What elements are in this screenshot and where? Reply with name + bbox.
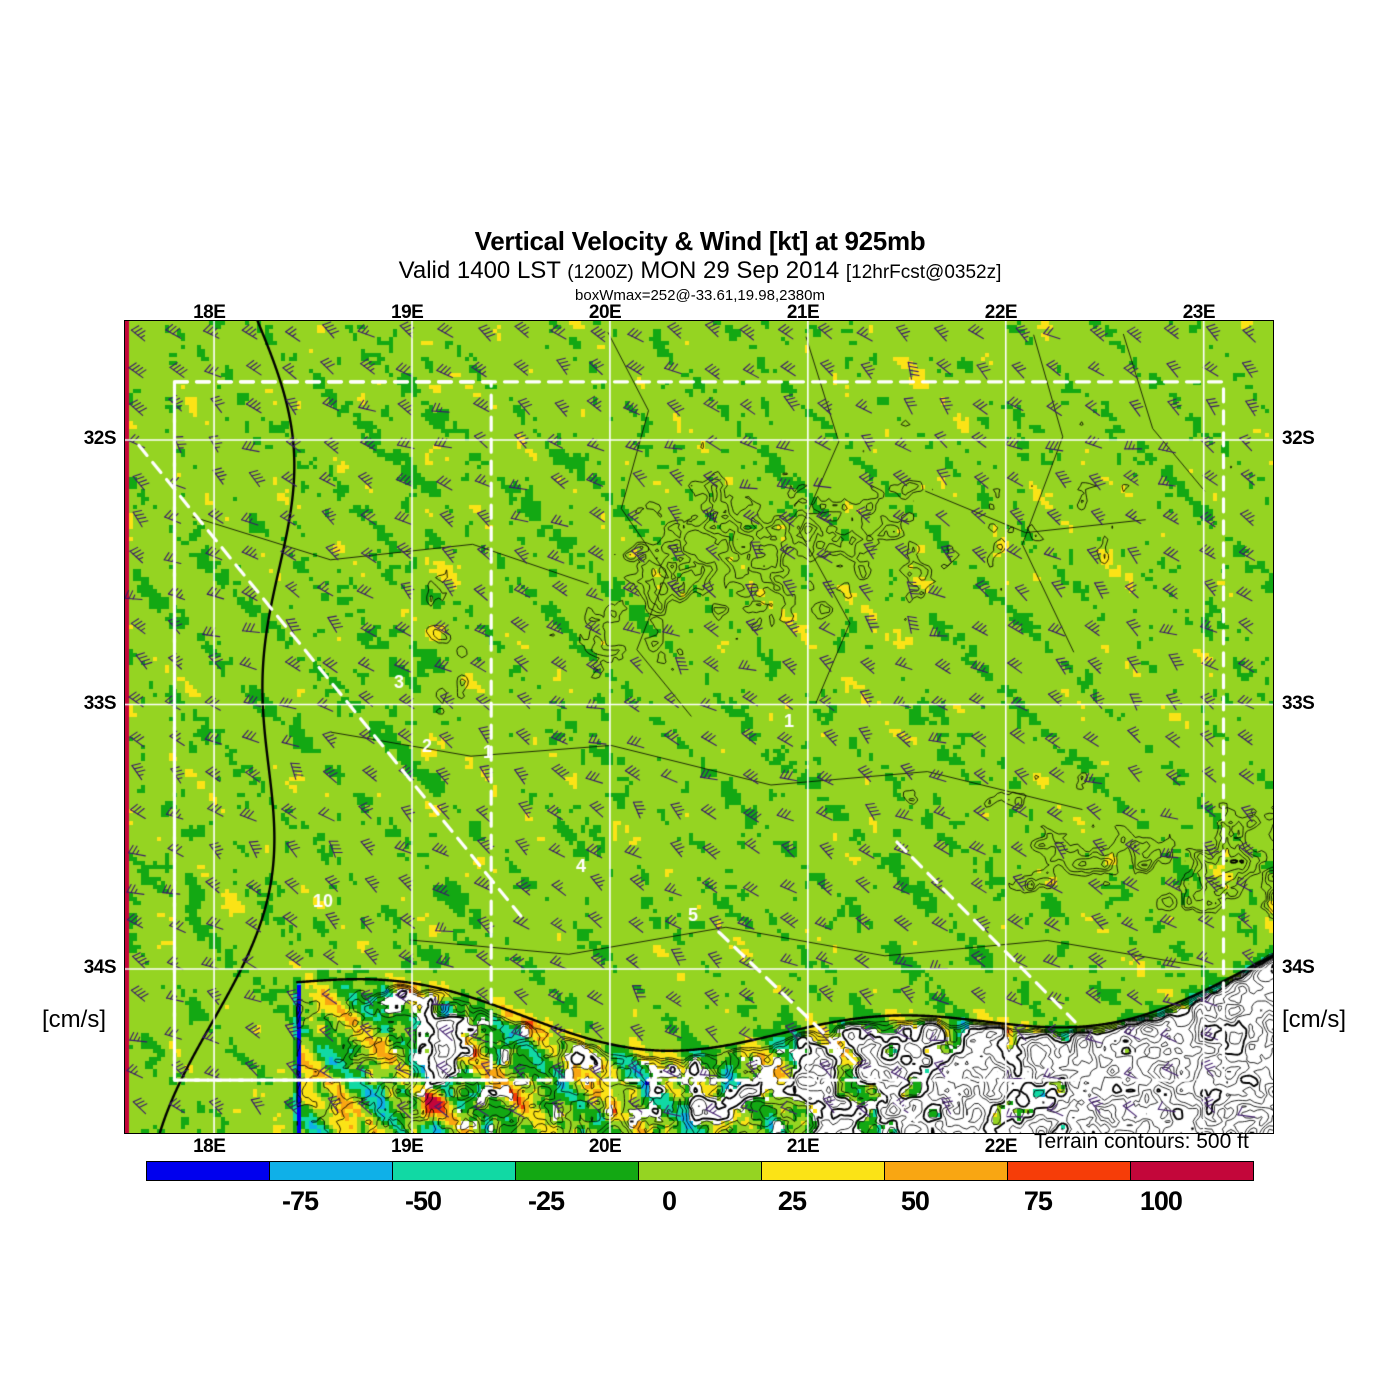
- lon-label-top-19E: 19E: [391, 302, 424, 323]
- lon-label-top-18E: 18E: [193, 302, 226, 323]
- lat-label-left-32S: 32S: [83, 428, 117, 450]
- boxwmax-annotation: boxWmax=252@-33.61,19.98,2380m: [575, 287, 825, 304]
- colorbar-swatch-5: [762, 1162, 885, 1180]
- colorbar-tick--75: -75: [281, 1186, 319, 1216]
- lon-label-bottom-21E: 21E: [786, 1136, 820, 1157]
- colorbar[interactable]: [146, 1161, 1254, 1181]
- unit-label-left: [cm/s]: [42, 1006, 106, 1033]
- colorbar-tick-50: 50: [900, 1186, 930, 1216]
- lon-label-bottom-18E: 18E: [193, 1136, 226, 1157]
- colorbar-tick-25: 25: [777, 1186, 807, 1216]
- colorbar-tick-0: 0: [661, 1186, 677, 1216]
- lat-label-right-33S: 33S: [1282, 692, 1315, 714]
- lon-label-top-23E: 23E: [1182, 302, 1216, 323]
- vertical-velocity-field: [125, 321, 1273, 1133]
- valid-z: (1200Z): [567, 262, 634, 283]
- colorbar-swatch-7: [1008, 1162, 1131, 1180]
- colorbar-swatch-0: [147, 1162, 270, 1180]
- lat-label-left-33S: 33S: [83, 692, 117, 714]
- lon-label-top-21E: 21E: [786, 302, 820, 323]
- colorbar-swatch-8: [1131, 1162, 1253, 1180]
- lon-label-top-20E: 20E: [588, 302, 622, 323]
- forecast-tag: [12hrFcst@0352z]: [845, 262, 1002, 283]
- colorbar-tick--25: -25: [527, 1186, 565, 1216]
- map-plot-area[interactable]: [124, 320, 1274, 1134]
- colorbar-tick-labels: -75 -50 -25 0 25 50 75 100: [146, 1186, 1254, 1220]
- colorbar-tick-75: 75: [1023, 1186, 1053, 1216]
- colorbar-swatch-2: [393, 1162, 516, 1180]
- valid-suffix: MON 29 Sep 2014: [633, 257, 846, 284]
- unit-label-right: [cm/s]: [1282, 1006, 1346, 1033]
- colorbar-swatch-1: [270, 1162, 393, 1180]
- colorbar-swatch-3: [516, 1162, 639, 1180]
- valid-prefix: Valid 1400 LST: [398, 257, 568, 284]
- lat-label-left-34S: 34S: [83, 957, 117, 978]
- lon-label-top-22E: 22E: [984, 302, 1018, 323]
- lat-label-right-32S: 32S: [1282, 428, 1315, 450]
- page-title: Vertical Velocity & Wind [kt] at 925mb: [474, 226, 926, 256]
- colorbar-swatch-4: [639, 1162, 762, 1180]
- colorbar-tick--50: -50: [404, 1186, 442, 1216]
- valid-time-line: Valid 1400 LST (1200Z) MON 29 Sep 2014 […: [0, 257, 1400, 286]
- terrain-contour-note: Terrain contours: 500 ft: [1034, 1130, 1249, 1153]
- lon-label-bottom-20E: 20E: [588, 1136, 622, 1157]
- lat-label-right-34S: 34S: [1282, 957, 1315, 978]
- colorbar-tick-100: 100: [1139, 1186, 1183, 1216]
- title-block: Vertical Velocity & Wind [kt] at 925mb V…: [0, 226, 1400, 305]
- lon-label-bottom-19E: 19E: [391, 1136, 424, 1157]
- lon-label-bottom-22E: 22E: [984, 1136, 1018, 1157]
- colorbar-swatch-6: [885, 1162, 1008, 1180]
